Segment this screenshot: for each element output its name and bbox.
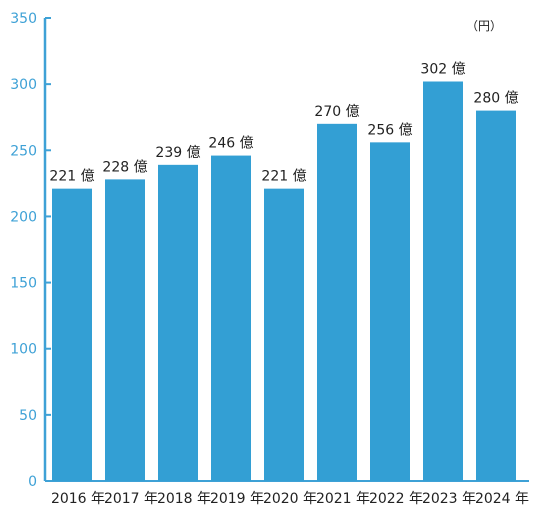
data-label: 221 億 bbox=[49, 169, 94, 185]
x-tick-label: 2016 年 bbox=[51, 491, 105, 507]
bar bbox=[264, 188, 304, 482]
data-label: 239 億 bbox=[155, 145, 200, 161]
y-tick-label: 350 bbox=[10, 11, 37, 27]
x-tick-label: 2018 年 bbox=[157, 491, 211, 507]
bar-layer bbox=[52, 81, 516, 482]
data-label: 270 億 bbox=[314, 104, 359, 120]
data-label: 228 億 bbox=[102, 159, 147, 175]
bar bbox=[211, 155, 251, 481]
y-tick-label: 200 bbox=[10, 209, 37, 225]
data-label: 246 億 bbox=[208, 136, 253, 152]
y-tick-label: 0 bbox=[28, 474, 37, 490]
y-tick-label: 50 bbox=[19, 408, 37, 424]
data-label: 256 億 bbox=[367, 122, 412, 138]
x-tick-label: 2020 年 bbox=[263, 491, 317, 507]
bar bbox=[158, 164, 198, 481]
bar bbox=[423, 81, 463, 482]
unit-label: （円） bbox=[466, 19, 502, 33]
y-tick-label: 250 bbox=[10, 143, 37, 159]
label-layer: 221 億 2016 年 228 億 2017 年 239 億 2018 年 246 億 20… bbox=[49, 61, 529, 507]
bar bbox=[476, 110, 516, 481]
y-tick-label: 100 bbox=[10, 342, 37, 358]
x-tick-label: 2017 年 bbox=[104, 491, 158, 507]
x-tick-label: 2021 年 bbox=[316, 491, 370, 507]
data-label: 280 億 bbox=[473, 91, 518, 107]
bar bbox=[370, 142, 410, 481]
x-tick-label: 2019 年 bbox=[210, 491, 264, 507]
y-tick-label: 150 bbox=[10, 276, 37, 292]
data-label: 221 億 bbox=[261, 169, 306, 185]
x-tick-label: 2024 年 bbox=[475, 491, 529, 507]
x-tick-label: 2022 年 bbox=[369, 491, 423, 507]
data-label: 302 億 bbox=[420, 61, 465, 77]
bar bbox=[105, 179, 145, 482]
bar bbox=[52, 188, 92, 482]
bar bbox=[317, 123, 357, 481]
y-tick-label: 300 bbox=[10, 77, 37, 93]
x-tick-label: 2023 年 bbox=[422, 491, 476, 507]
